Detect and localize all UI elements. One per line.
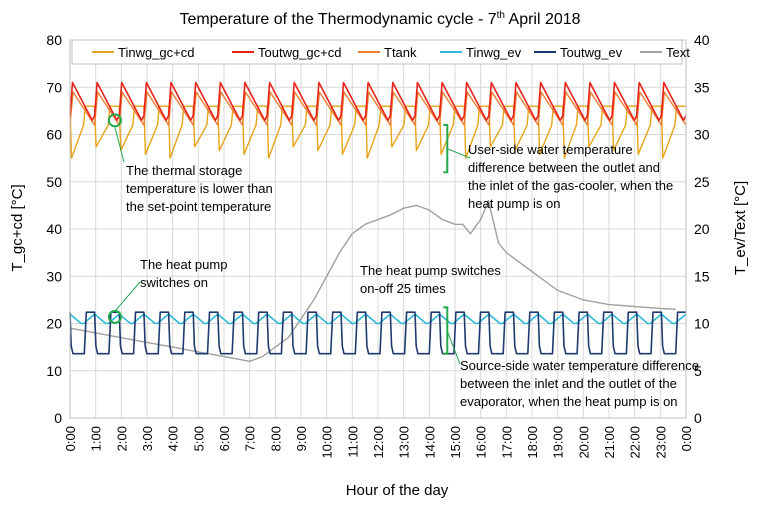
y-tick-right: 15 <box>694 268 710 284</box>
axes: 0 10 20 30 40 50 60 70 80 0 5 10 15 20 25 30 35 40 0:00 1:0… <box>46 32 709 459</box>
y-tick-right: 20 <box>694 221 710 237</box>
annotation-markers <box>107 113 471 365</box>
x-tick-label: 3:00 <box>140 426 155 451</box>
y-tick-left: 20 <box>46 316 62 332</box>
x-tick-label: 17:00 <box>499 426 514 459</box>
x-tick-label: 18:00 <box>525 426 540 459</box>
legend-item: Text <box>640 45 690 60</box>
series-line-tinwg-gc-cd <box>69 105 686 159</box>
annotation-sourceside-line-2: between the inlet and the outlet of the <box>460 376 677 391</box>
y-tick-left: 60 <box>46 127 62 143</box>
x-tick-label: 12:00 <box>371 426 386 459</box>
x-tick-label: 6:00 <box>217 426 232 451</box>
x-tick-label: 0:00 <box>63 426 78 451</box>
annotation-switchon: The heat pump switches on <box>140 257 227 290</box>
x-tick-label: 20:00 <box>576 426 591 459</box>
annotation-connector-sourceside <box>446 330 461 365</box>
y-tick-left: 10 <box>46 363 62 379</box>
x-tick-label: 21:00 <box>602 426 617 459</box>
legend-label: Tinwg_ev <box>466 45 522 60</box>
legend-item: Tinwg_ev <box>440 45 522 60</box>
annotation-userside-line-2: difference between the outlet and <box>468 160 660 175</box>
chart-title-sup: th <box>497 10 505 21</box>
x-axis-label: Hour of the day <box>346 482 449 499</box>
annotation-userside-line-4: heat pump is on <box>468 196 561 211</box>
chart-title-main: Temperature of the Thermodynamic cycle -… <box>179 11 496 28</box>
annotation-connector-storage <box>114 127 125 163</box>
legend-label: Toutwg_ev <box>560 45 623 60</box>
x-tick-label: 23:00 <box>653 426 668 459</box>
annotation-circle-storage <box>107 113 122 128</box>
y-tick-right: 40 <box>694 32 710 48</box>
y-tick-left: 40 <box>46 221 62 237</box>
annotation-onoff-line-2: on-off 25 times <box>360 281 446 296</box>
y-tick-right: 10 <box>694 316 710 332</box>
x-tick-label: 15:00 <box>448 426 463 459</box>
x-tick-label: 8:00 <box>268 426 283 451</box>
y-axis-label-left: T_gc+cd [°C] <box>9 184 26 271</box>
x-tick-label: 7:00 <box>243 426 258 451</box>
y-tick-left: 0 <box>54 410 62 426</box>
series-line-tinwg-ev <box>69 313 687 325</box>
legend-label: Ttank <box>384 45 417 60</box>
x-tick-label: 22:00 <box>628 426 643 459</box>
series-group <box>69 81 687 362</box>
y-tick-right: 30 <box>694 127 710 143</box>
legend: Tinwg_gc+cd Toutwg_gc+cd Ttank Tinwg_ev Tout… <box>71 39 690 65</box>
annotation-connector-userside <box>447 148 471 159</box>
x-tick-label: 16:00 <box>474 426 489 459</box>
chart-title-tail: April 2018 <box>505 11 581 28</box>
series-line-toutwg-ev <box>69 311 686 355</box>
annotation-storage-line-3: the set-point temperature <box>126 199 271 214</box>
annotation-sourceside: Source-side water temperature difference… <box>460 358 699 409</box>
legend-label: Tinwg_gc+cd <box>118 45 194 60</box>
series-line-toutwg-gc-cd <box>69 81 687 122</box>
legend-label: Text <box>666 45 690 60</box>
x-tick-label: 13:00 <box>397 426 412 459</box>
y-tick-right: 5 <box>694 363 702 379</box>
x-tick-label: 1:00 <box>89 426 104 451</box>
chart-title: Temperature of the Thermodynamic cycle -… <box>179 10 580 28</box>
x-tick-label: 14:00 <box>422 426 437 459</box>
x-tick-label: 0:00 <box>679 426 694 451</box>
legend-item: Tinwg_gc+cd <box>92 45 194 60</box>
y-axis-label-right: T_ev/Text [°C] <box>732 181 749 275</box>
annotation-switchon-line-1: The heat pump <box>140 257 227 272</box>
y-tick-left: 70 <box>46 79 62 95</box>
x-tick-label: 9:00 <box>294 426 309 451</box>
annotation-userside-line-3: the inlet of the gas-cooler, when the <box>468 178 673 193</box>
annotation-userside: User-side water temperature difference b… <box>468 142 673 211</box>
annotation-bracket-sourceside <box>443 306 449 355</box>
series-line-ttank <box>69 91 687 126</box>
x-tick-label: 10:00 <box>320 426 335 459</box>
annotation-sourceside-line-3: evaporator, when the heat pump is on <box>460 394 678 409</box>
series-line-text <box>69 200 676 362</box>
y-tick-right: 0 <box>694 410 702 426</box>
annotation-onoff: The heat pump switches on-off 25 times <box>360 263 501 296</box>
annotation-sourceside-line-1: Source-side water temperature difference <box>460 358 699 373</box>
legend-item: Toutwg_ev <box>534 45 623 60</box>
annotation-switchon-line-2: switches on <box>140 275 208 290</box>
x-tick-label: 4:00 <box>166 426 181 451</box>
annotation-storage: The thermal storage temperature is lower… <box>126 163 273 214</box>
annotation-connector-switchon <box>114 281 141 312</box>
y-tick-left: 80 <box>46 32 62 48</box>
x-tick-label: 11:00 <box>345 426 360 458</box>
x-tick-label: 5:00 <box>191 426 206 451</box>
legend-item: Toutwg_gc+cd <box>232 45 341 60</box>
annotation-userside-line-1: User-side water temperature <box>468 142 633 157</box>
x-tick-label: 2:00 <box>114 426 129 451</box>
annotation-storage-line-2: temperature is lower than <box>126 181 273 196</box>
annotation-storage-line-1: The thermal storage <box>126 163 242 178</box>
legend-item: Ttank <box>358 45 417 60</box>
legend-label: Toutwg_gc+cd <box>258 45 341 60</box>
y-tick-left: 50 <box>46 174 62 190</box>
y-tick-right: 35 <box>694 79 710 95</box>
y-tick-right: 25 <box>694 174 710 190</box>
annotation-onoff-line-1: The heat pump switches <box>360 263 501 278</box>
y-tick-left: 30 <box>46 268 62 284</box>
x-tick-label: 19:00 <box>551 426 566 459</box>
